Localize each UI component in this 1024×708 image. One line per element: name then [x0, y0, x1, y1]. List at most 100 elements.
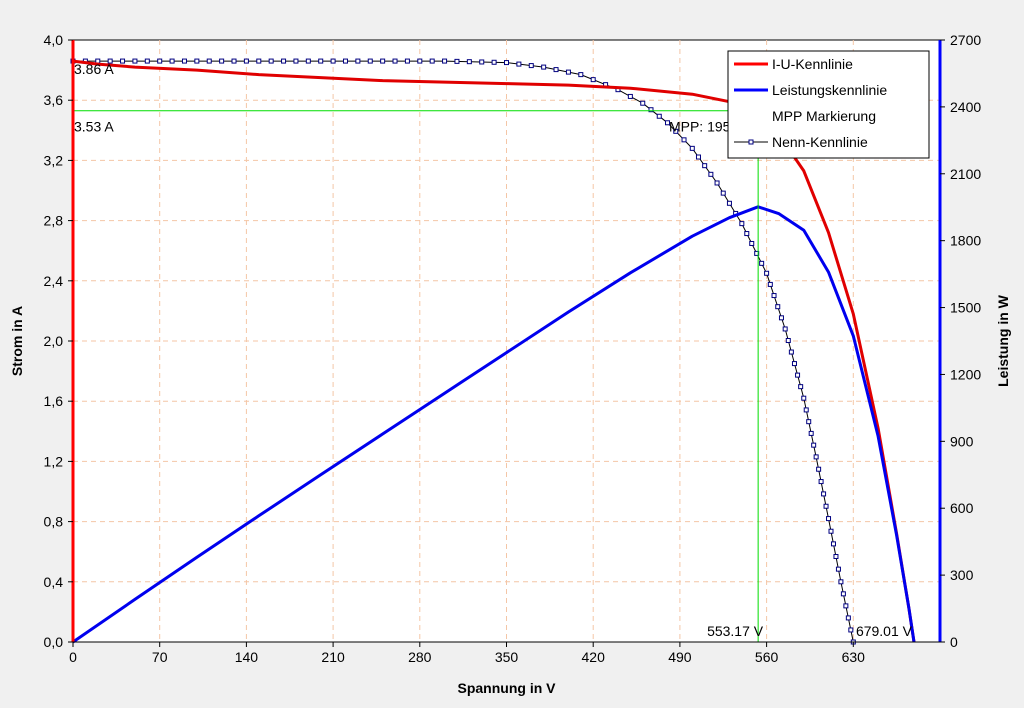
nenn-point	[791, 361, 797, 367]
nenn-point	[823, 503, 829, 509]
nenn-point	[293, 58, 299, 64]
y-left-tick-label: 4,0	[44, 32, 64, 48]
impp-annotation: 3.53 A	[74, 119, 114, 135]
legend-label: Nenn-Kennlinie	[772, 134, 868, 150]
y-left-tick-label: 3,6	[44, 92, 64, 108]
nenn-point	[826, 516, 832, 522]
nenn-point	[708, 171, 714, 177]
series-layer	[70, 58, 916, 645]
nenn-point	[541, 64, 547, 70]
y-axis-left-label: Strom in A	[9, 306, 25, 376]
nenn-point	[808, 430, 814, 436]
y-right-tick-label: 600	[950, 500, 974, 516]
nenn-point	[848, 627, 854, 633]
nenn-point	[640, 100, 646, 106]
nenn-point	[806, 419, 812, 425]
nenn-point	[845, 615, 851, 621]
legend-marker	[748, 139, 754, 145]
nenn-point	[219, 58, 225, 64]
nenn-point	[838, 579, 844, 585]
nenn-point	[830, 541, 836, 547]
nenn-point	[268, 58, 274, 64]
nenn-point	[803, 407, 809, 413]
nenn-point	[342, 58, 348, 64]
nenn-point	[720, 190, 726, 196]
legend-label: Leistungskennlinie	[772, 82, 887, 98]
nenn-point	[749, 240, 755, 246]
x-tick-label: 420	[582, 649, 606, 665]
nenn-point	[528, 63, 534, 69]
nenn-point	[330, 58, 336, 64]
nenn-point	[798, 384, 804, 390]
y-right-tick-label: 0	[950, 634, 958, 650]
nenn-point	[590, 77, 596, 83]
y-right-tick-label: 2100	[950, 166, 981, 182]
nenn-point	[442, 58, 448, 64]
nenn-point	[404, 58, 410, 64]
nenn-point	[553, 67, 559, 73]
x-axis-label: Spannung in V	[458, 680, 557, 696]
umpp-annotation: 553.17 V	[707, 623, 764, 639]
nenn-point	[835, 566, 841, 572]
nenn-point	[417, 58, 423, 64]
nenn-point	[194, 58, 200, 64]
nenn-point	[107, 58, 113, 64]
x-tick-label: 0	[69, 649, 77, 665]
legend-box	[727, 50, 930, 159]
x-tick-label: 560	[755, 649, 779, 665]
nenn-point	[169, 58, 175, 64]
nenn-point	[782, 326, 788, 332]
y-left-tick-label: 1,6	[44, 393, 64, 409]
nenn-point	[785, 337, 791, 343]
nenn-point	[144, 58, 150, 64]
nenn-point	[665, 120, 671, 126]
nenn-point	[281, 58, 287, 64]
nenn-point	[714, 180, 720, 186]
nenn-point	[565, 69, 571, 75]
x-tick-label: 630	[842, 649, 866, 665]
nenn-point	[726, 200, 732, 206]
legend-label: MPP Markierung	[772, 108, 876, 124]
nenn-point	[689, 145, 695, 151]
y-right-tick-label: 300	[950, 567, 974, 583]
nenn-point	[778, 315, 784, 321]
nenn-point	[788, 349, 794, 355]
nenn-point	[843, 603, 849, 609]
nenn-point	[840, 591, 846, 597]
nenn-point	[380, 58, 386, 64]
nenn-point	[754, 250, 760, 256]
legend-label: I-U-Kennlinie	[772, 56, 853, 72]
nenn-point	[243, 58, 249, 64]
nenn-point	[256, 58, 262, 64]
nenn-point	[775, 304, 781, 310]
x-tick-label: 70	[152, 649, 168, 665]
nenn-point	[516, 61, 522, 67]
series-line-leistungskennlinie	[72, 205, 916, 644]
nenn-point	[818, 479, 824, 485]
nenn-point	[466, 59, 472, 65]
nenn-point	[739, 221, 745, 227]
nenn-point	[656, 113, 662, 119]
nenn-point	[759, 260, 765, 266]
nenn-point	[771, 293, 777, 299]
nenn-point	[816, 466, 822, 472]
nenn-point	[648, 107, 654, 113]
nenn-point	[355, 58, 361, 64]
y-left-tick-label: 2,4	[44, 273, 64, 289]
nenn-point	[578, 72, 584, 78]
y-left-tick-label: 2,8	[44, 213, 64, 229]
nenn-point	[702, 163, 708, 169]
x-tick-label: 140	[235, 649, 259, 665]
nenn-point	[813, 454, 819, 460]
nenn-point	[801, 395, 807, 401]
nenn-point	[231, 58, 237, 64]
nenn-point	[811, 442, 817, 448]
nenn-point	[627, 93, 633, 99]
y-left-tick-label: 1,2	[44, 453, 64, 469]
y-left-tick-label: 0,0	[44, 634, 64, 650]
x-tick-label: 210	[321, 649, 345, 665]
isc-annotation: 3.86 A	[74, 61, 114, 77]
nenn-point	[120, 58, 126, 64]
